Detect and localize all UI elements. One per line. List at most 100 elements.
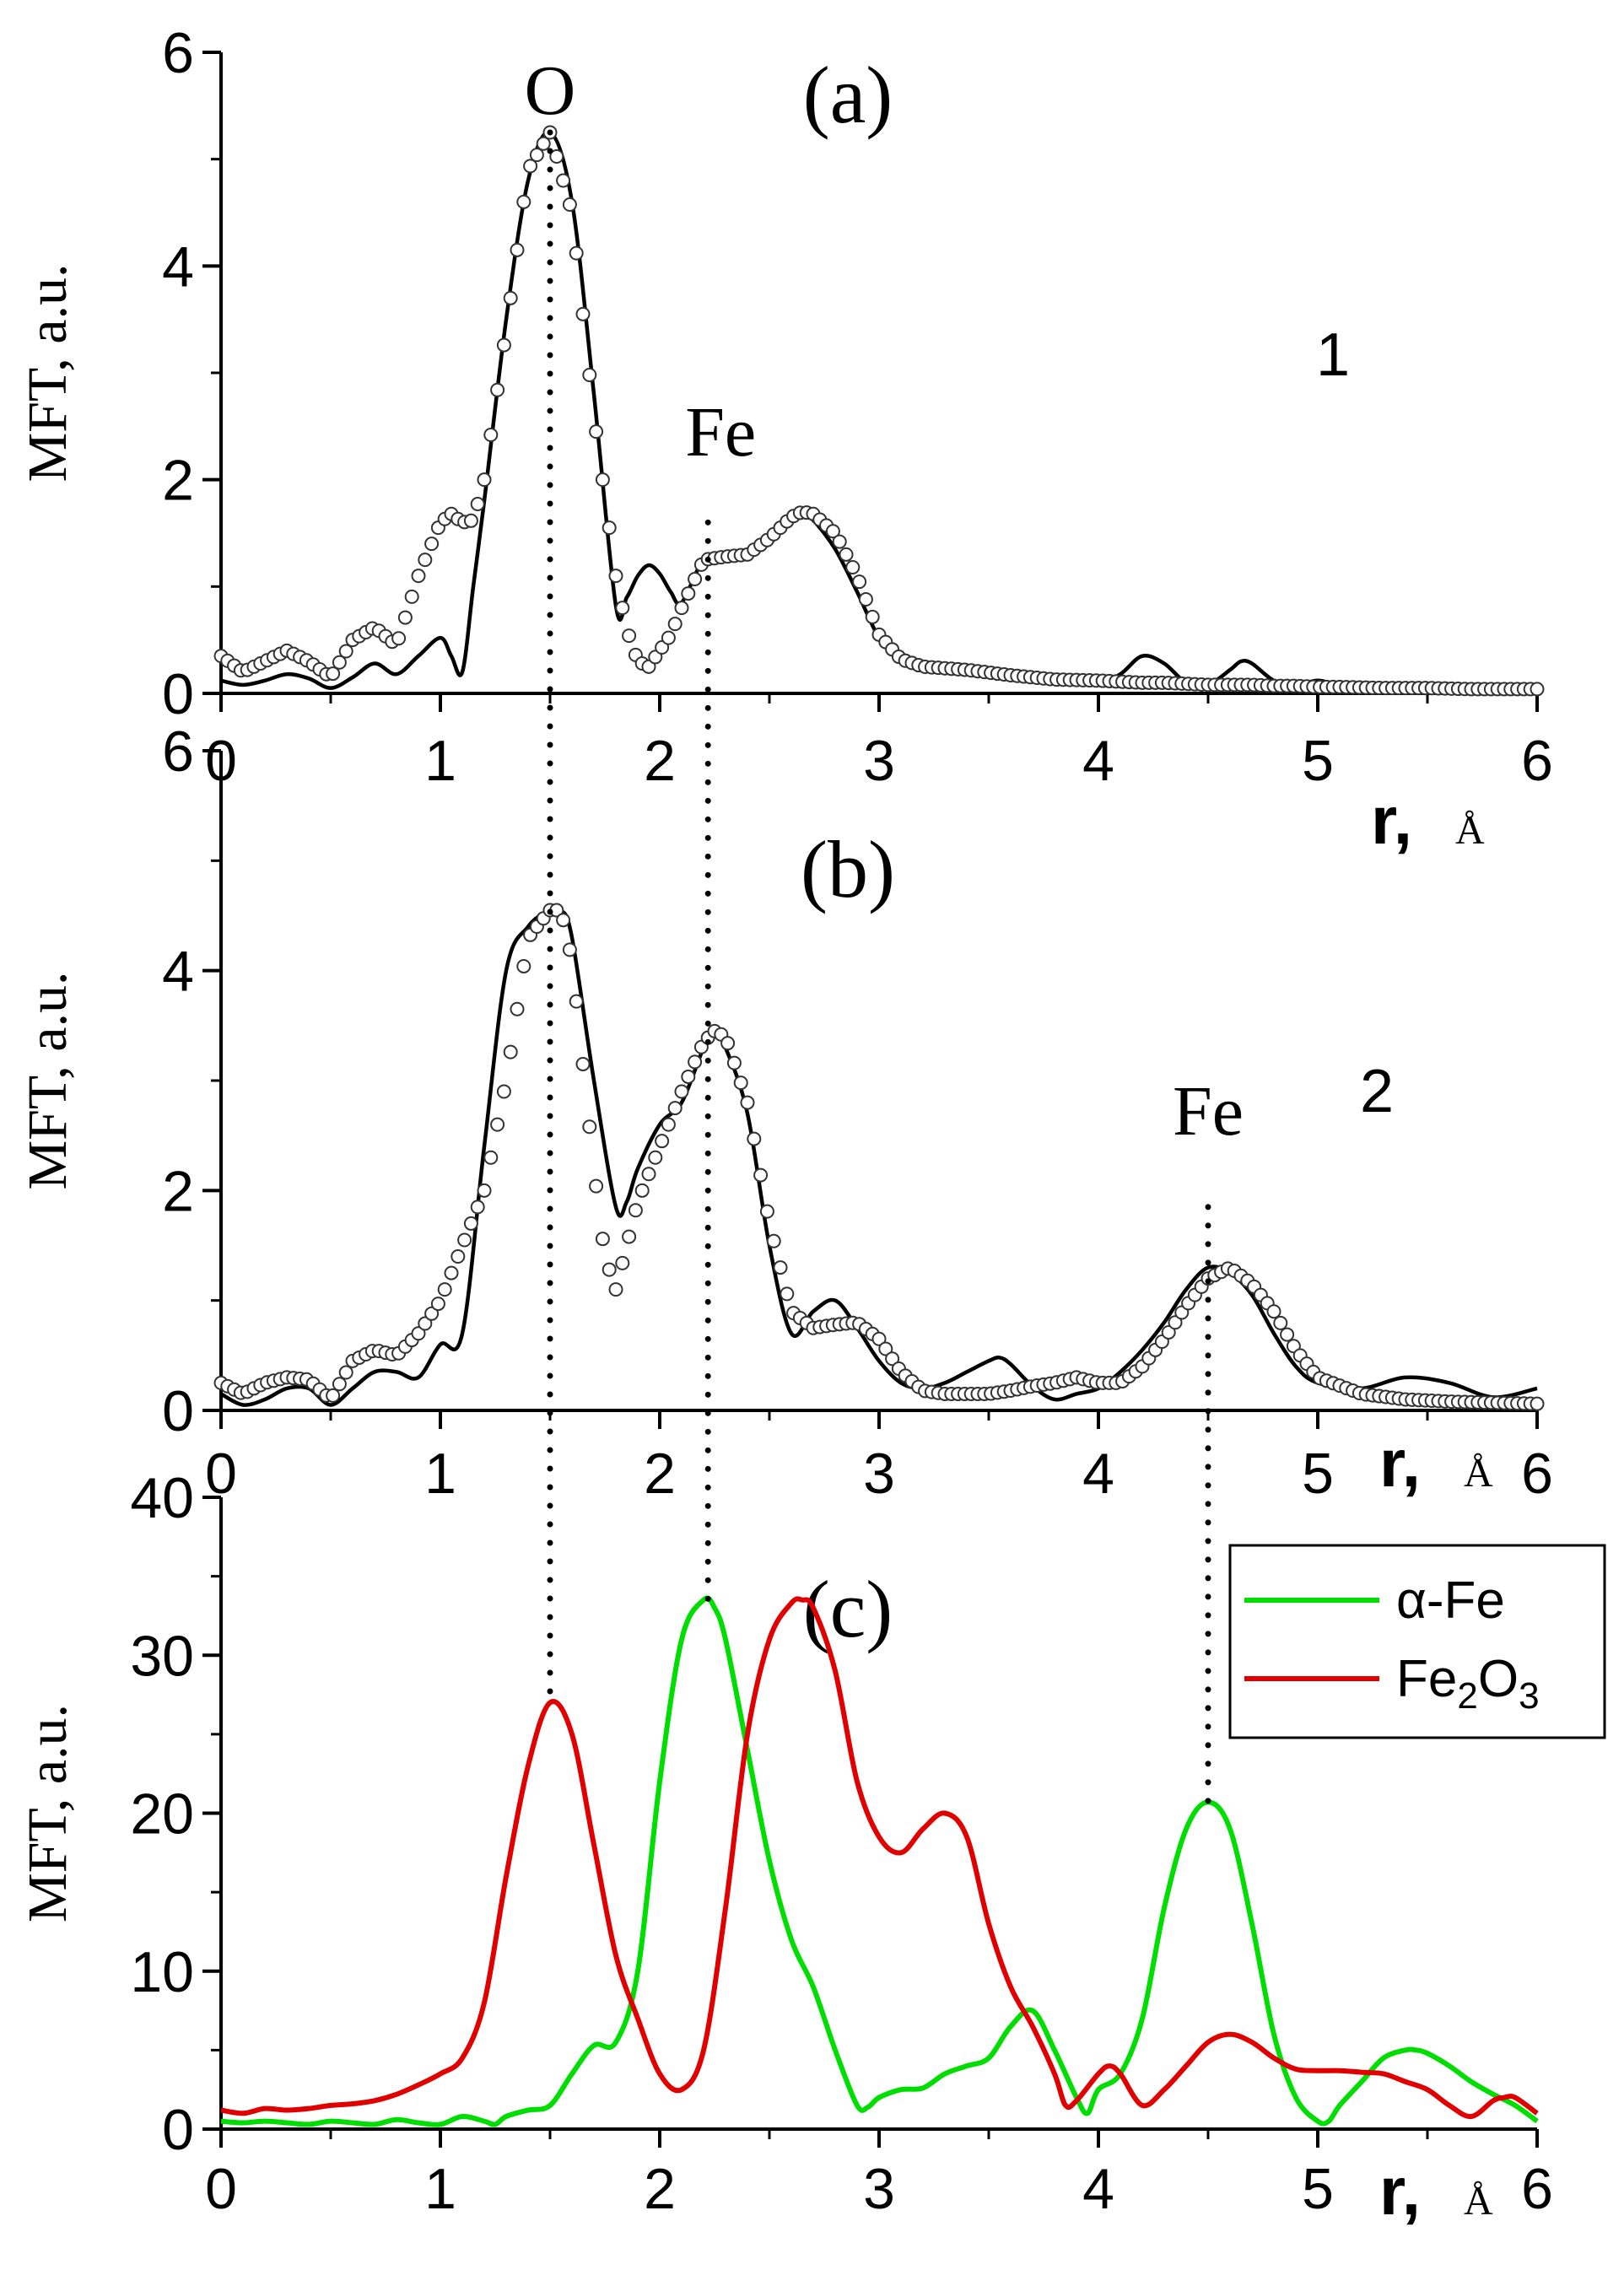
data-point	[845, 560, 861, 575]
legend: α-Fe Fe2O3	[1228, 1544, 1606, 1739]
x-tick-label: 6	[1521, 729, 1553, 793]
data-point	[634, 1183, 650, 1198]
data-point	[1168, 1315, 1183, 1330]
data-point	[562, 197, 577, 212]
x-tick-label: 2	[644, 2157, 676, 2221]
curve-number: 2	[1360, 1058, 1394, 1125]
data-point	[885, 1351, 900, 1367]
panel-letter: (a)	[803, 50, 893, 140]
data-point	[470, 1200, 485, 1215]
data-point	[496, 337, 511, 353]
data-point	[490, 382, 505, 397]
data-point	[430, 1297, 445, 1312]
data-point	[648, 1150, 663, 1165]
data-point	[648, 650, 663, 665]
panel-letter: (b)	[801, 824, 895, 914]
data-point	[582, 368, 597, 383]
data-point	[397, 610, 413, 625]
y-tick-label: 20	[130, 1782, 194, 1847]
data-point	[529, 148, 544, 163]
x-tick-label: 4	[1082, 729, 1114, 793]
data-point	[602, 1262, 617, 1277]
y-tick-label: 40	[130, 1466, 194, 1530]
data-point	[332, 655, 347, 670]
data-point	[326, 1388, 341, 1403]
data-point	[516, 194, 531, 209]
data-point	[622, 1229, 637, 1244]
legend-label-part: Fe	[1396, 1650, 1457, 1708]
data-point	[477, 1183, 492, 1198]
x-tick-label: 4	[1082, 1442, 1114, 1506]
data-point	[832, 534, 847, 549]
data-point	[655, 1134, 670, 1149]
data-point	[496, 1084, 511, 1099]
y-tick-label: 0	[162, 662, 194, 726]
data-point	[1161, 1324, 1176, 1340]
data-point	[326, 666, 341, 682]
data-point	[825, 524, 840, 539]
y-tick-label: 6	[162, 21, 194, 85]
x-tick-label: 1	[424, 2157, 456, 2221]
y-tick-label: 4	[162, 940, 194, 1004]
data-point	[628, 1203, 643, 1218]
data-point	[674, 601, 689, 616]
data-point	[569, 245, 584, 261]
data-point	[510, 242, 525, 257]
x-tick-label: 2	[644, 1442, 676, 1506]
data-point	[444, 1265, 459, 1280]
x-tick-label: 1	[424, 1442, 456, 1506]
x-tick-label: 3	[863, 2157, 895, 2221]
data-point	[463, 513, 478, 528]
legend-box	[1228, 1544, 1606, 1739]
x-tick-label: 4	[1082, 2157, 1114, 2221]
data-point	[418, 553, 433, 568]
data-point	[582, 1119, 597, 1135]
data-point	[516, 958, 531, 973]
data-point	[437, 1282, 452, 1297]
data-point	[503, 290, 518, 305]
data-point	[510, 1001, 525, 1016]
x-tick-label: 6	[1521, 2157, 1553, 2221]
data-point	[615, 601, 630, 616]
data-point	[608, 569, 623, 584]
x-tick-label: 3	[863, 1442, 895, 1506]
data-point	[688, 1054, 703, 1070]
legend-label-part: 2	[1457, 1675, 1477, 1717]
legend-label-alpha-fe: α-Fe	[1396, 1572, 1505, 1630]
series-fit	[213, 125, 1545, 697]
x-tick-label: 0	[205, 1442, 237, 1506]
data-point	[404, 589, 419, 604]
y-tick-label: 30	[130, 1624, 194, 1688]
data-point	[667, 617, 683, 632]
data-point	[483, 427, 499, 442]
data-point	[549, 149, 564, 164]
data-point	[391, 631, 407, 646]
panel-letter: (c)	[803, 1564, 893, 1654]
data-point	[753, 1167, 769, 1183]
y-tick-label: 2	[162, 1159, 194, 1223]
data-point	[608, 1282, 623, 1297]
data-point	[641, 659, 656, 674]
data-point	[536, 136, 551, 151]
data-point	[332, 1377, 347, 1392]
data-point	[740, 1095, 755, 1110]
data-point	[766, 1233, 781, 1248]
data-point	[451, 1249, 466, 1264]
data-point	[1530, 1396, 1545, 1411]
data-point	[556, 913, 571, 928]
x-axis-label: r,	[1379, 2154, 1421, 2229]
data-point	[733, 1076, 748, 1091]
data-point	[523, 159, 538, 174]
data-point	[688, 571, 703, 586]
y-tick-label: 0	[162, 1379, 194, 1443]
data-point	[667, 1101, 683, 1116]
y-tick-label: 6	[162, 720, 194, 784]
data-point	[411, 1326, 426, 1341]
x-tick-label: 6	[1521, 1442, 1553, 1506]
data-point	[622, 628, 637, 644]
data-point	[569, 994, 584, 1009]
x-tick-label: 5	[1302, 729, 1334, 793]
data-point	[595, 472, 610, 488]
